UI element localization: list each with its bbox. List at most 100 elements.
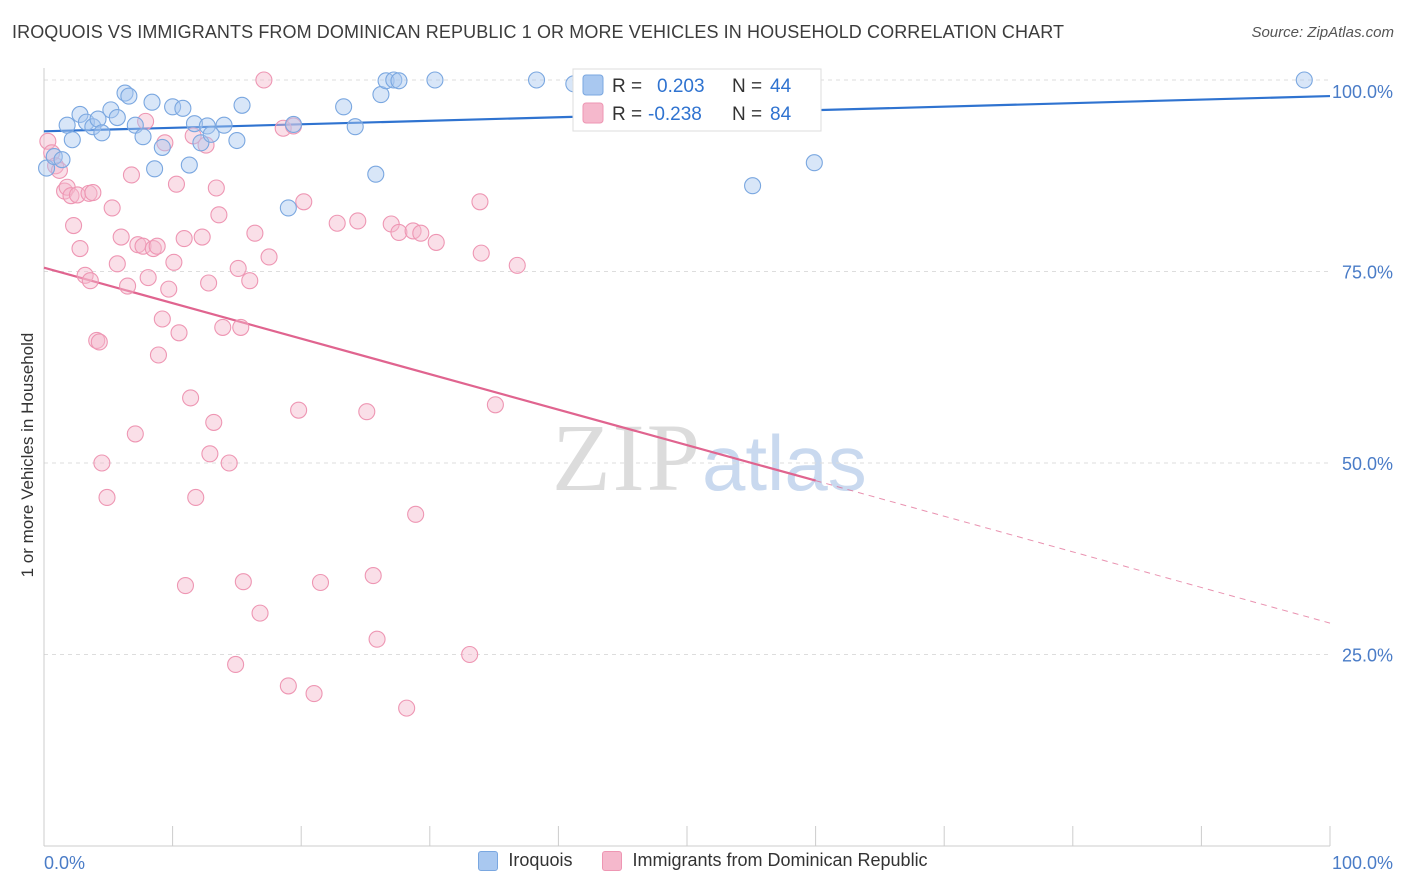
dominican-point-44 [200, 274, 218, 292]
legend-label-iroquois: Iroquois [508, 850, 573, 870]
iroquois-point-17 [146, 160, 164, 178]
dominican-point-47 [207, 179, 225, 197]
dominican-point-7 [65, 216, 83, 235]
dominican-point-57 [251, 604, 269, 622]
dominican-point-33 [160, 280, 178, 298]
dominican-point-27 [139, 269, 157, 287]
dominican-point-81 [472, 244, 490, 262]
dominican-point-52 [229, 259, 247, 277]
dominican-point-53 [232, 318, 250, 336]
legend-swatch-pink [582, 102, 604, 124]
iroquois-point-3 [58, 116, 76, 134]
dominican-point-18 [103, 199, 121, 217]
dominican-point-55 [241, 272, 259, 290]
iroquois-point-36 [385, 71, 403, 89]
iroquois-point-15 [134, 128, 152, 146]
dominican-point-39 [182, 389, 200, 407]
chart-title: IROQUOIS VS IMMIGRANTS FROM DOMINICAN RE… [12, 22, 1065, 42]
dominican-point-63 [290, 401, 308, 419]
legend-r-value-1: 0.203 [657, 76, 705, 97]
iroquois-point-43 [1295, 71, 1313, 89]
iroquois-point-9 [93, 124, 111, 142]
iroquois-point-21 [180, 156, 198, 174]
iroquois-point-27 [228, 131, 246, 150]
dominican-point-49 [214, 318, 232, 336]
iroquois-point-29 [279, 199, 297, 217]
dominican-point-83 [508, 256, 526, 274]
legend-item-dominican: Immigrants from Dominican Republic [602, 850, 928, 871]
dominican-point-56 [246, 224, 264, 242]
dominican-point-45 [201, 445, 219, 463]
dominican-point-29 [148, 237, 166, 255]
iroquois-point-33 [367, 165, 385, 183]
watermark-zip: ZIP [552, 404, 702, 511]
dominican-point-69 [358, 403, 376, 421]
iroquois-point-8 [89, 110, 107, 128]
iroquois-point-20 [174, 99, 192, 117]
dominican-point-34 [165, 253, 183, 271]
dominican-point-10 [76, 266, 94, 284]
dominican-point-67 [328, 214, 346, 232]
dominican-point-42 [193, 228, 211, 246]
dominican-point-54 [234, 573, 252, 591]
dominican-point-80 [471, 193, 489, 211]
dominican-point-6 [62, 187, 80, 205]
legend-frame [572, 68, 822, 132]
dominican-point-25 [134, 237, 152, 255]
dominican-point-65 [305, 685, 323, 703]
iroquois-point-22 [185, 115, 204, 133]
legend-item-iroquois: Iroquois [478, 850, 572, 871]
dominican-point-19 [108, 255, 126, 273]
dominican-point-16 [93, 454, 111, 472]
dominican-point-30 [149, 346, 168, 364]
y-tick-label-25: 25.0% [1342, 646, 1393, 666]
dominican-point-38 [176, 577, 195, 595]
dominican-point-58 [255, 71, 273, 89]
legend-swatch-iroquois [478, 850, 499, 871]
tick-labels: 25.0% 50.0% 75.0% 100.0% 0.0% 100.0% [44, 82, 1393, 873]
iroquois-point-28 [233, 96, 251, 114]
iroquois-point-30 [284, 115, 303, 133]
y-tick-label-50: 50.0% [1342, 454, 1393, 474]
dominican-point-76 [407, 505, 425, 523]
legend-n-value-2: 84 [770, 104, 792, 125]
gridlines [44, 79, 1330, 655]
iroquois-point-41 [744, 177, 762, 195]
iroquois-point-11 [108, 108, 126, 127]
iroquois-point-32 [346, 118, 364, 136]
axes [43, 68, 1331, 847]
iroquois-point-42 [805, 154, 823, 172]
source-label: Source: ZipAtlas.com [1251, 24, 1394, 41]
legend-swatch-dominican [602, 850, 623, 871]
x-tick-label-max: 100.0% [1332, 853, 1393, 873]
legend-r-value-2: -0.238 [648, 104, 702, 125]
iroquois-point-25 [202, 125, 220, 143]
dominican-point-36 [170, 324, 188, 342]
dominican-point-51 [227, 655, 245, 674]
dominican-point-20 [112, 228, 130, 246]
dominican-point-61 [279, 677, 297, 695]
dominican-point-41 [187, 488, 205, 507]
dominican-point-12 [81, 272, 99, 290]
x-tick-label-min: 0.0% [44, 853, 85, 873]
iroquois-point-4 [63, 131, 81, 149]
iroquois-point-16 [143, 93, 161, 111]
trend-line-dominican [43, 266, 816, 482]
legend-n-label-2: N = [732, 104, 762, 125]
iroquois-point-2 [53, 151, 71, 169]
dominican-point-9 [71, 239, 89, 258]
dominican-point-13 [84, 184, 102, 202]
dominican-point-82 [486, 396, 504, 414]
dominican-point-78 [427, 233, 445, 251]
dominican-point-66 [311, 573, 330, 592]
iroquois-point-24 [198, 117, 216, 135]
dominican-point-59 [260, 248, 278, 266]
legend-swatch-blue [582, 74, 604, 96]
trend-line-dominican-extrapolated [815, 480, 1331, 624]
dominican-point-70 [364, 567, 382, 585]
legend-n-value-1: 44 [770, 76, 792, 97]
series-iroquois-points [38, 71, 1313, 217]
dominican-point-23 [126, 425, 144, 443]
iroquois-point-37 [390, 72, 408, 90]
dominican-point-21 [119, 277, 137, 295]
